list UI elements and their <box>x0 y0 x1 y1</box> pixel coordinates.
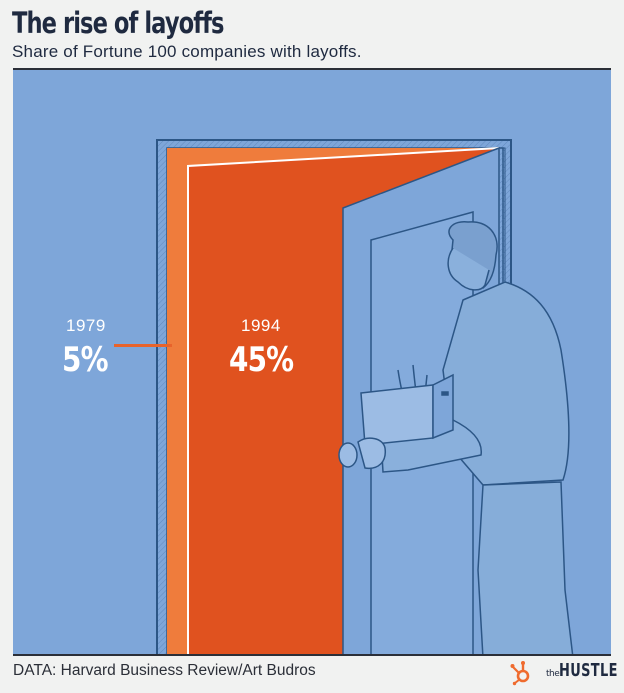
door-illustration <box>156 139 574 654</box>
brand-prefix: the <box>546 669 560 679</box>
brand-name: HUSTLE <box>559 660 619 681</box>
chart-title: The rise of layoffs <box>12 6 225 40</box>
label-1994-year: 1994 <box>241 316 281 335</box>
illustration-panel: 1979 5% 1994 45% <box>13 68 611 656</box>
hand-on-knob <box>338 437 386 470</box>
label-1994-value: 45% <box>229 340 294 380</box>
brand-logo: theHUSTLE <box>546 660 624 681</box>
bar-1994-open-door <box>188 148 499 654</box>
chart-subtitle: Share of Fortune 100 companies with layo… <box>12 42 362 61</box>
hubspot-sprocket-icon <box>510 661 530 686</box>
label-1979-year: 1979 <box>66 316 106 335</box>
leader-line-1979 <box>114 344 172 347</box>
box-with-plant <box>360 364 454 446</box>
label-1979-value: 5% <box>62 340 109 380</box>
data-source: DATA: Harvard Business Review/Art Budros <box>13 662 316 679</box>
